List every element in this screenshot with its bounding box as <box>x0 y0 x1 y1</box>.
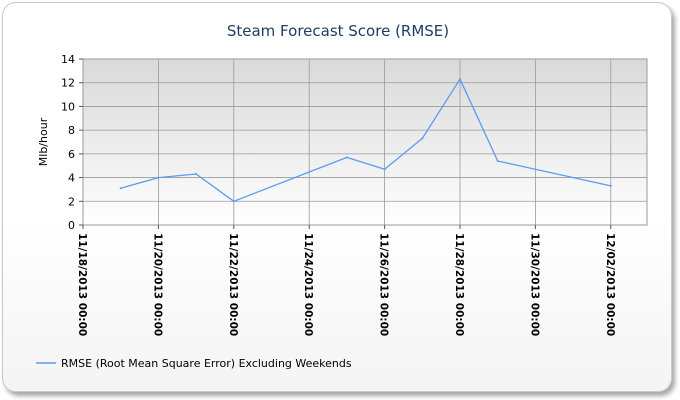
x-tick-label: 11/30/2013 00:00 <box>528 233 540 336</box>
y-axis-label: Mlb/hour <box>37 117 50 166</box>
y-tick-label: 2 <box>68 195 75 208</box>
data-point <box>119 187 122 190</box>
data-point <box>459 78 461 81</box>
data-point <box>195 173 198 175</box>
y-tick-label: 4 <box>68 172 75 185</box>
data-point <box>609 184 612 187</box>
y-axis-ticks: 0 2 4 6 8 10 12 14 <box>61 53 83 232</box>
y-tick-label: 8 <box>68 124 75 137</box>
x-tick-label: 11/24/2013 00:00 <box>302 233 314 336</box>
x-tick-label: 11/18/2013 00:00 <box>76 233 88 336</box>
legend-label: RMSE (Root Mean Square Error) Excluding … <box>61 357 352 370</box>
data-point <box>383 168 386 171</box>
chart-title: Steam Forecast Score (RMSE) <box>227 22 449 40</box>
y-tick-label: 0 <box>68 219 75 232</box>
grid-lines <box>83 59 647 225</box>
data-point <box>421 137 424 140</box>
data-point <box>157 176 160 179</box>
data-point <box>345 156 348 159</box>
plot-area <box>82 58 648 226</box>
series-line <box>120 78 611 202</box>
x-tick-label: 11/26/2013 00:00 <box>378 233 390 336</box>
series-layer <box>119 78 612 203</box>
data-point <box>232 200 235 203</box>
x-tick-label: 11/20/2013 00:00 <box>151 233 163 336</box>
x-tick-label: 12/02/2013 00:00 <box>604 233 616 336</box>
x-axis-ticks: 11/18/2013 00:00 11/20/2013 00:00 11/22/20… <box>76 225 616 336</box>
x-tick-label: 11/22/2013 00:00 <box>227 233 239 336</box>
y-tick-label: 14 <box>61 53 75 66</box>
data-point <box>496 160 499 162</box>
y-tick-label: 10 <box>61 100 75 113</box>
legend: RMSE (Root Mean Square Error) Excluding … <box>36 357 352 370</box>
y-tick-label: 6 <box>68 148 75 161</box>
y-tick-label: 12 <box>61 77 75 90</box>
x-tick-label: 11/28/2013 00:00 <box>453 233 465 336</box>
